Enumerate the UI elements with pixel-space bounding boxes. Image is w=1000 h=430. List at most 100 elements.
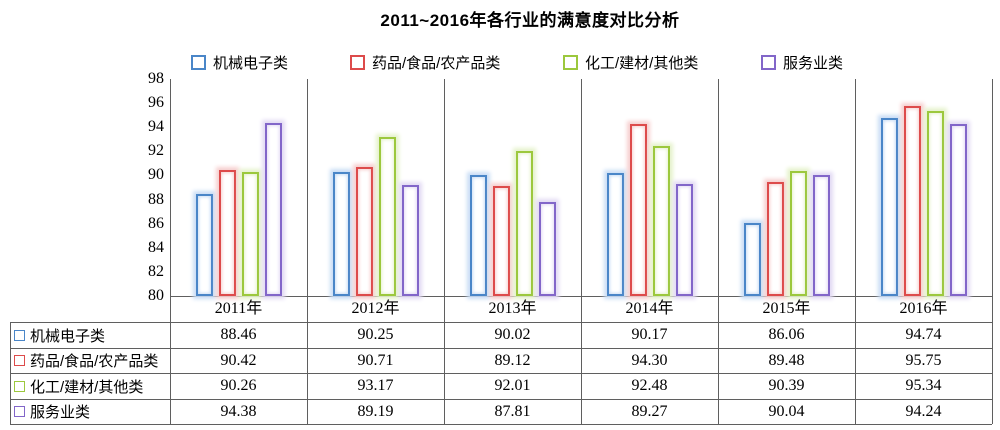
- table-cell-value: 89.27: [631, 403, 668, 420]
- grid-line-horizontal: [10, 322, 992, 323]
- y-axis-tick-label: 80: [148, 287, 164, 304]
- bar-2015年-series3: [790, 171, 807, 296]
- table-row-label: 服务业类: [14, 399, 168, 424]
- bar-2012年-series2: [356, 167, 373, 296]
- legend-item: 化工/建材/其他类: [563, 54, 699, 72]
- table-cell-value: 88.46: [220, 326, 257, 343]
- table-cell-value: 90.71: [357, 352, 394, 369]
- series-marker-icon: [14, 380, 25, 392]
- series-marker-icon: [14, 406, 25, 417]
- x-axis-category-label: 2011年: [214, 300, 263, 317]
- x-axis-category-label: 2012年: [351, 300, 400, 317]
- table-cell-value: 92.01: [494, 377, 531, 394]
- y-axis-tick-label: 92: [148, 142, 164, 160]
- x-axis-category-label: 2014年: [625, 300, 674, 317]
- x-axis-category-label: 2015年: [762, 300, 811, 317]
- legend-item: 机械电子类: [191, 54, 289, 72]
- bar-2013年-series2: [493, 186, 510, 296]
- table-cell-value: 90.17: [631, 326, 668, 343]
- chart-title: 2011~2016年各行业的满意度对比分析: [380, 11, 680, 30]
- legend-item: 药品/食品/农产品类: [350, 54, 501, 72]
- grid-line-vertical: [581, 79, 582, 424]
- y-axis-tick-label: 94: [148, 118, 164, 136]
- grid-line-vertical: [170, 79, 171, 424]
- y-axis-tick-label: 84: [148, 238, 164, 256]
- table-cell-value: 90.04: [768, 403, 805, 420]
- bar-2015年-series1: [744, 223, 761, 296]
- bar-2012年-series1: [333, 172, 350, 296]
- grid-line-horizontal: [10, 348, 992, 349]
- grid-line-horizontal: [10, 373, 992, 374]
- legend-marker-icon: [350, 54, 365, 70]
- y-axis-tick-label: 90: [148, 166, 164, 184]
- legend-label: 服务业类: [783, 54, 844, 72]
- table-row-label: 药品/食品/农产品类: [14, 348, 168, 373]
- table-cell-value: 94.30: [631, 352, 668, 369]
- bar-2016年-series4: [950, 124, 967, 296]
- grid-line-vertical: [444, 79, 445, 424]
- series-marker-icon: [14, 355, 25, 366]
- legend-item: 服务业类: [761, 54, 844, 72]
- bar-2013年-series4: [539, 202, 556, 296]
- series-name-label: 化工/建材/其他类: [30, 378, 144, 396]
- table-cell-value: 89.19: [357, 403, 394, 420]
- bar-2012年-series4: [402, 185, 419, 296]
- table-cell-value: 94.74: [905, 326, 942, 343]
- table-cell-value: 95.75: [905, 352, 942, 369]
- table-cell-value: 95.34: [905, 377, 942, 394]
- grid-line-horizontal: [170, 296, 992, 297]
- y-axis-tick-label: 88: [148, 190, 164, 208]
- legend-label: 机械电子类: [213, 54, 289, 72]
- bar-2011年-series4: [265, 123, 282, 296]
- grid-line-vertical: [718, 79, 719, 424]
- table-row-label: 机械电子类: [14, 322, 168, 348]
- bar-2014年-series4: [676, 184, 693, 296]
- bar-2014年-series2: [630, 124, 647, 296]
- table-cell-value: 94.24: [905, 403, 942, 420]
- table-cell-value: 87.81: [494, 403, 531, 420]
- table-cell-value: 90.39: [768, 377, 805, 394]
- legend-label: 药品/食品/农产品类: [372, 54, 501, 72]
- series-name-label: 机械电子类: [30, 327, 106, 345]
- y-axis-tick-label: 98: [148, 69, 164, 87]
- bar-2014年-series1: [607, 173, 624, 296]
- bar-2016年-series1: [881, 118, 898, 296]
- bar-2015年-series4: [813, 175, 830, 296]
- bar-2013年-series3: [516, 151, 533, 296]
- table-cell-value: 90.02: [494, 326, 531, 343]
- series-marker-icon: [14, 329, 25, 341]
- table-cell-value: 89.48: [768, 352, 805, 369]
- table-cell-value: 90.42: [220, 352, 257, 369]
- legend-marker-icon: [563, 54, 578, 70]
- series-name-label: 服务业类: [30, 404, 91, 421]
- legend-label: 化工/建材/其他类: [585, 54, 699, 72]
- legend-marker-icon: [191, 54, 206, 70]
- table-cell-value: 89.12: [494, 352, 531, 369]
- y-axis-tick-label: 96: [148, 94, 164, 112]
- grid-line-vertical: [307, 79, 308, 424]
- grid-line-vertical: [855, 79, 856, 424]
- bar-2016年-series2: [904, 106, 921, 296]
- bar-2013年-series1: [470, 175, 487, 296]
- y-axis-tick-label: 82: [148, 262, 164, 280]
- bar-2016年-series3: [927, 111, 944, 296]
- bar-2012年-series3: [379, 137, 396, 296]
- series-name-label: 药品/食品/农产品类: [30, 353, 159, 370]
- bar-2015年-series2: [767, 182, 784, 296]
- table-cell-value: 86.06: [768, 326, 805, 343]
- bar-2011年-series2: [219, 170, 236, 296]
- table-cell-value: 93.17: [357, 377, 394, 394]
- table-cell-value: 92.48: [631, 377, 668, 394]
- table-cell-value: 94.38: [220, 403, 257, 420]
- legend-marker-icon: [761, 54, 776, 70]
- grid-line-horizontal: [10, 424, 992, 425]
- grid-line-vertical: [992, 79, 993, 424]
- x-axis-category-label: 2016年: [899, 300, 948, 317]
- grid-line-horizontal: [10, 399, 992, 400]
- bar-2014年-series3: [653, 146, 670, 296]
- y-axis-tick-label: 86: [148, 214, 164, 232]
- x-axis-category-label: 2013年: [488, 300, 537, 317]
- table-cell-value: 90.25: [357, 326, 394, 343]
- table-row-label: 化工/建材/其他类: [14, 373, 168, 399]
